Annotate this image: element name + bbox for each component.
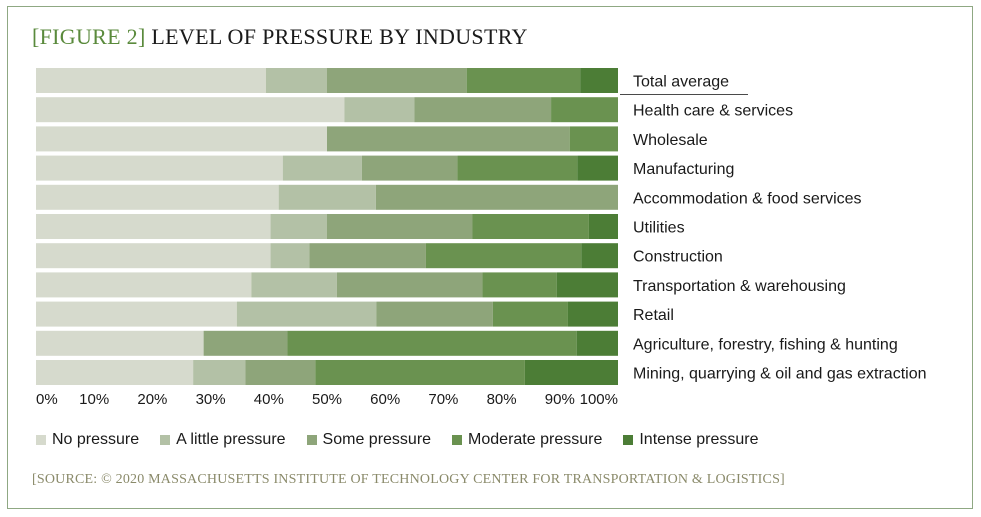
bar-segment-agriculture-forestry-fishing-and-hunting-intense-pressure bbox=[576, 330, 618, 356]
bar-segment-manufacturing-moderate-pressure bbox=[457, 155, 578, 181]
bar-segment-retail-intense-pressure bbox=[567, 301, 618, 327]
legend-swatch bbox=[623, 435, 634, 445]
category-label-health-care-and-services: Health care & services bbox=[633, 103, 793, 120]
stacked-bar-chart: Total average Health care & services Whole… bbox=[36, 68, 927, 408]
bar-segment-retail-a-little-pressure bbox=[236, 301, 377, 327]
category-label-manufacturing: Manufacturing bbox=[633, 161, 734, 178]
x-tick-label: 20% bbox=[137, 391, 167, 408]
bar-segment-utilities-intense-pressure bbox=[588, 214, 618, 239]
x-tick-label: 100% bbox=[580, 391, 618, 408]
bar-segment-construction-intense-pressure bbox=[581, 243, 618, 269]
legend-label: Some pressure bbox=[322, 431, 432, 448]
bar-segment-transportation-and-warehousing-no-pressure bbox=[36, 272, 252, 298]
bar-segment-health-care-and-services-moderate-pressure bbox=[551, 97, 618, 123]
bar-segment-construction-a-little-pressure bbox=[270, 243, 310, 269]
x-tick-label: 40% bbox=[254, 391, 284, 408]
bar-segment-mining-quarrying-and-oil-and-gas-extraction-some-pressure bbox=[245, 360, 316, 385]
x-tick-label: 50% bbox=[312, 391, 342, 408]
bar-segment-retail-some-pressure bbox=[376, 301, 493, 327]
bar-segment-mining-quarrying-and-oil-and-gas-extraction-intense-pressure bbox=[524, 360, 618, 385]
bar-segment-agriculture-forestry-fishing-and-hunting-some-pressure bbox=[203, 330, 288, 356]
legend-label: No pressure bbox=[52, 431, 140, 448]
bar-segment-manufacturing-no-pressure bbox=[36, 155, 283, 181]
bar-segment-wholesale-some-pressure bbox=[327, 126, 570, 152]
bar-segment-mining-quarrying-and-oil-and-gas-extraction-a-little-pressure bbox=[193, 360, 246, 385]
x-tick-label: 0% bbox=[36, 391, 58, 408]
bar-segment-accommodation-and-food-services-no-pressure bbox=[36, 184, 279, 210]
bar-segment-total-average-a-little-pressure bbox=[265, 68, 327, 93]
bar-segment-utilities-moderate-pressure bbox=[472, 214, 589, 239]
bar-segment-utilities-a-little-pressure bbox=[270, 214, 327, 239]
bar-segment-wholesale-no-pressure bbox=[36, 126, 327, 152]
bar-segment-transportation-and-warehousing-a-little-pressure bbox=[251, 272, 337, 298]
bar-segment-health-care-and-services-no-pressure bbox=[36, 97, 345, 123]
x-tick-label: 30% bbox=[196, 391, 226, 408]
legend-swatch bbox=[306, 435, 317, 445]
bar-segment-construction-some-pressure bbox=[309, 243, 426, 269]
bar-segment-transportation-and-warehousing-some-pressure bbox=[336, 272, 483, 298]
bar-segment-retail-no-pressure bbox=[36, 301, 237, 327]
legend-item-a-little-pressure: A little pressure bbox=[160, 431, 286, 449]
category-label-construction: Construction bbox=[633, 249, 723, 266]
category-label-retail: Retail bbox=[633, 307, 674, 324]
legend-item-some-pressure: Some pressure bbox=[306, 431, 432, 449]
bar-segment-health-care-and-services-a-little-pressure bbox=[344, 97, 415, 123]
figure-frame bbox=[7, 6, 973, 509]
category-label-wholesale: Wholesale bbox=[633, 132, 708, 149]
legend-item-no-pressure: No pressure bbox=[36, 431, 139, 449]
bar-segment-agriculture-forestry-fishing-and-hunting-moderate-pressure bbox=[287, 330, 577, 356]
legend-item-intense-pressure: Intense pressure bbox=[623, 431, 759, 449]
legend-item-moderate-pressure: Moderate pressure bbox=[452, 431, 602, 449]
bar-segment-mining-quarrying-and-oil-and-gas-extraction-no-pressure bbox=[36, 360, 194, 385]
bar-segment-health-care-and-services-some-pressure bbox=[414, 97, 552, 123]
bar-segment-mining-quarrying-and-oil-and-gas-extraction-moderate-pressure bbox=[315, 360, 525, 385]
x-tick-label: 60% bbox=[370, 391, 400, 408]
bar-segment-utilities-some-pressure bbox=[327, 214, 473, 239]
bar-segment-construction-no-pressure bbox=[36, 243, 271, 269]
bar-segment-total-average-some-pressure bbox=[327, 68, 467, 93]
category-label-accommodation-and-food-services: Accommodation & food services bbox=[633, 190, 862, 207]
category-label-agriculture-forestry-fishing-and-hunting: Agriculture, forestry, fishing & hunting bbox=[633, 336, 898, 353]
legend-swatch bbox=[160, 435, 171, 445]
x-tick-label: 70% bbox=[428, 391, 458, 408]
figure-tag: [FIGURE 2] bbox=[32, 24, 146, 49]
category-label-mining-quarrying-and-oil-and-gas-extraction: Mining, quarrying & oil and gas extracti… bbox=[633, 366, 927, 383]
category-label-total-average: Total average bbox=[633, 74, 729, 91]
bar-segment-total-average-intense-pressure bbox=[580, 68, 618, 93]
bar-segment-accommodation-and-food-services-a-little-pressure bbox=[278, 184, 376, 210]
bar-segment-total-average-moderate-pressure bbox=[466, 68, 581, 93]
bar-segment-transportation-and-warehousing-moderate-pressure bbox=[482, 272, 557, 298]
bar-segment-utilities-no-pressure bbox=[36, 214, 271, 239]
category-label-transportation-and-warehousing: Transportation & warehousing bbox=[633, 278, 846, 295]
figure-title: [FIGURE 2] LEVEL OF PRESSURE BY INDUSTRY bbox=[32, 24, 528, 50]
bar-segment-retail-moderate-pressure bbox=[492, 301, 568, 327]
legend-swatch bbox=[36, 435, 46, 445]
legend-label: A little pressure bbox=[176, 431, 286, 448]
chart-legend: No pressure A little pressure Some pressur… bbox=[36, 431, 780, 449]
bar-segment-total-average-no-pressure bbox=[36, 68, 266, 93]
legend-swatch bbox=[452, 435, 463, 445]
bar-segment-transportation-and-warehousing-intense-pressure bbox=[556, 272, 618, 298]
category-label-utilities: Utilities bbox=[633, 220, 685, 237]
legend-label: Intense pressure bbox=[639, 431, 759, 448]
bar-segment-agriculture-forestry-fishing-and-hunting-no-pressure bbox=[36, 330, 204, 356]
bar-segment-manufacturing-intense-pressure bbox=[577, 155, 618, 181]
bar-segment-manufacturing-some-pressure bbox=[361, 155, 458, 181]
bar-segment-wholesale-moderate-pressure bbox=[569, 126, 618, 152]
x-tick-label: 80% bbox=[487, 391, 517, 408]
source-note: [SOURCE: © 2020 MASSACHUSETTS INSTITUTE … bbox=[32, 472, 785, 487]
x-tick-label: 10% bbox=[79, 391, 109, 408]
figure-title-text: LEVEL OF PRESSURE BY INDUSTRY bbox=[151, 24, 528, 49]
bar-segment-accommodation-and-food-services-some-pressure bbox=[375, 184, 618, 210]
x-tick-label: 90% bbox=[545, 391, 575, 408]
legend-label: Moderate pressure bbox=[468, 431, 603, 448]
bar-segment-manufacturing-a-little-pressure bbox=[282, 155, 362, 181]
bar-segment-construction-moderate-pressure bbox=[425, 243, 582, 269]
